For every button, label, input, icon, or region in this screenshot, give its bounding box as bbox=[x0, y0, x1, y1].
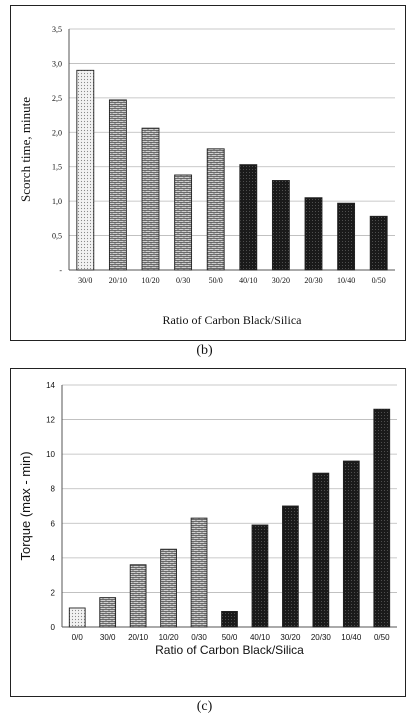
bar-10/20 bbox=[141, 127, 160, 271]
bar-0/0 bbox=[68, 607, 86, 628]
y-tick-label: 4 bbox=[51, 554, 56, 563]
y-tick-label: 3,5 bbox=[52, 25, 62, 34]
y-tick-label: 2,5 bbox=[52, 94, 62, 103]
y-tick-label: 1,5 bbox=[52, 163, 62, 172]
bar-20/10 bbox=[129, 564, 147, 628]
x-tick-label: 30/20 bbox=[272, 276, 290, 285]
x-tick-label: 40/10 bbox=[239, 276, 257, 285]
torque-chart: 0 2 4 6 8 10 12 14 0/0 30/0 20/10 10/20 0/30 50/0 40/1… bbox=[18, 381, 397, 657]
y-tick-label: 0 bbox=[51, 623, 56, 632]
y-tick-label: 8 bbox=[51, 485, 56, 494]
bar-20/30 bbox=[304, 197, 323, 271]
x-tick-label: 10/40 bbox=[337, 276, 355, 285]
caption-b: (b) bbox=[196, 343, 213, 358]
bar-0/50 bbox=[373, 408, 391, 628]
y-tick-label: 0,5 bbox=[52, 232, 62, 241]
x-tick-label: 50/0 bbox=[222, 633, 238, 642]
bar-10/40 bbox=[337, 202, 356, 271]
x-tick-label: 10/40 bbox=[341, 633, 362, 642]
bar-20/10 bbox=[108, 99, 127, 271]
y-tick-label: 10 bbox=[46, 450, 55, 459]
caption-c: (c) bbox=[196, 699, 213, 714]
bar-0/50 bbox=[369, 215, 388, 271]
bar-50/0 bbox=[221, 610, 238, 628]
x-tick-label: 50/0 bbox=[209, 276, 223, 285]
bar-30/20 bbox=[271, 180, 290, 271]
x-tick-label: 0/50 bbox=[372, 276, 386, 285]
x-tick-label: 40/10 bbox=[250, 633, 271, 642]
bar-10/40 bbox=[342, 460, 360, 628]
chart-panel-scorch-time: - 0,5 1,0 1,5 2,0 2,5 3,0 3,5 30/0 20/10 10/20 0/30… bbox=[10, 5, 406, 341]
bar-30/20 bbox=[282, 505, 299, 628]
x-tick-label: 10/20 bbox=[159, 633, 180, 642]
x-tick-label: 20/30 bbox=[311, 633, 332, 642]
y-tick-label: 2,0 bbox=[52, 128, 62, 137]
scorch-time-chart: - 0,5 1,0 1,5 2,0 2,5 3,0 3,5 30/0 20/10 10/20 0/30… bbox=[18, 25, 395, 327]
y-axis-label: Scorch time, minute bbox=[18, 97, 33, 202]
bar-50/0 bbox=[206, 148, 225, 271]
x-tick-label: 0/50 bbox=[374, 633, 390, 642]
y-tick-label: 6 bbox=[51, 519, 56, 528]
x-tick-label: 30/0 bbox=[100, 633, 116, 642]
x-tick-label: 10/20 bbox=[141, 276, 159, 285]
y-axis-label: Torque (max - min) bbox=[18, 451, 33, 560]
x-tick-label: 0/30 bbox=[191, 633, 207, 642]
x-tick-label: 0/0 bbox=[72, 633, 84, 642]
x-tick-label: 30/0 bbox=[78, 276, 92, 285]
y-tick-label: 1,0 bbox=[52, 197, 62, 206]
x-tick-label: 20/30 bbox=[304, 276, 322, 285]
bar-20/30 bbox=[312, 472, 330, 628]
y-tick-label: 3,0 bbox=[52, 59, 62, 68]
chart-panel-torque: 0 2 4 6 8 10 12 14 0/0 30/0 20/10 10/20 0/30 50/0 40/1… bbox=[10, 368, 406, 697]
x-axis-label: Ratio of Carbon Black/Silica bbox=[163, 313, 303, 327]
bar-10/20 bbox=[160, 548, 177, 628]
y-tick-label: 14 bbox=[46, 381, 55, 390]
x-tick-label: 20/10 bbox=[109, 276, 127, 285]
x-tick-label: 0/30 bbox=[176, 276, 190, 285]
x-tick-label: 30/20 bbox=[280, 633, 301, 642]
bar-40/10 bbox=[239, 164, 258, 271]
bar-30/0 bbox=[99, 597, 117, 628]
bar-0/30 bbox=[174, 174, 193, 271]
x-tick-label: 20/10 bbox=[128, 633, 149, 642]
bar-40/10 bbox=[251, 524, 269, 628]
bar-0/30 bbox=[190, 517, 208, 628]
y-tick-label: - bbox=[59, 266, 62, 275]
y-tick-label: 12 bbox=[46, 416, 55, 425]
bar-30/0 bbox=[76, 69, 95, 271]
x-axis-label: Ratio of Carbon Black/Silica bbox=[155, 643, 304, 657]
y-tick-label: 2 bbox=[51, 588, 56, 597]
